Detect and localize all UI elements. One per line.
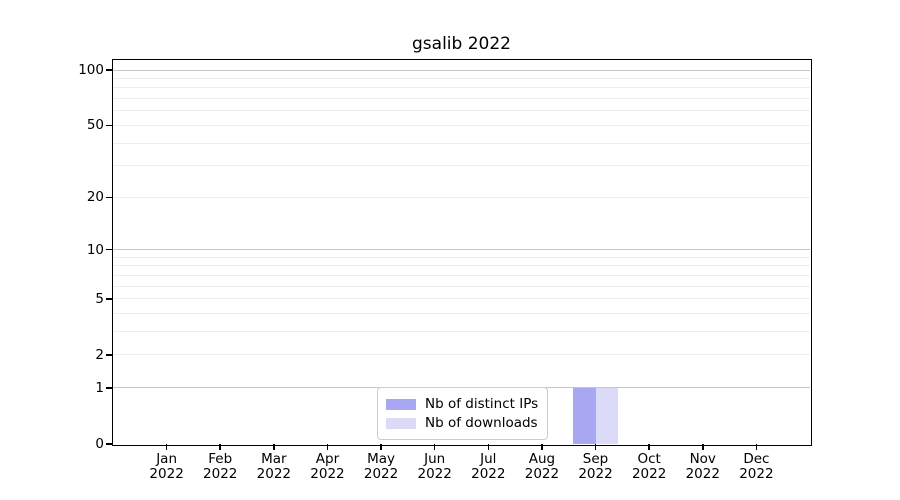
x-tick-label: Mar 2022 [256,451,292,482]
x-tick-label: Oct 2022 [631,451,667,482]
gridline-minor [113,354,810,356]
y-tick [106,387,112,389]
x-tick [487,444,490,450]
x-tick [433,444,436,450]
x-tick-label: Aug 2022 [524,451,560,482]
x-tick [165,444,168,450]
x-tick [326,444,329,450]
legend-label-downloads: Nb of downloads [425,415,538,431]
x-tick [702,444,704,450]
gridline-minor [113,313,810,315]
x-tick-label: Jul 2022 [471,451,506,482]
x-tick [273,444,275,450]
gridline-minor [113,265,810,267]
y-tick-label: 10 [86,241,104,258]
y-tick [106,124,112,127]
y-tick [106,443,112,445]
gridline-minor [113,77,810,79]
gridline-minor [113,331,810,333]
gridline-minor [113,87,810,89]
legend-row-downloads: Nb of downloads [386,415,538,431]
y-tick-label: 5 [95,290,104,307]
gridline-minor [113,98,810,100]
y-tick [106,298,112,300]
gridline-minor [113,110,810,112]
y-tick-label: 0 [95,436,104,452]
y-tick-label: 100 [78,62,104,78]
y-tick-label: 50 [86,117,104,134]
x-tick-label: Dec 2022 [739,451,774,482]
bar-distinct-ips [573,387,596,444]
y-tick-label: 20 [86,189,104,206]
x-tick-label: Jan 2022 [149,451,184,482]
x-tick-label: Feb 2022 [203,451,238,482]
x-tick [541,444,543,450]
gridline-minor [113,165,810,167]
gridline-major [113,69,810,71]
y-tick [106,248,112,251]
gridline-minor [113,285,810,287]
x-tick [594,444,597,450]
x-tick-label: Apr 2022 [310,451,345,482]
y-tick-label: 2 [95,346,104,363]
legend-row-distinct-ips: Nb of distinct IPs [386,396,538,412]
gridline-minor [113,142,810,144]
gridline-minor [113,124,810,126]
gridline-major [113,249,810,251]
legend-label-distinct-ips: Nb of distinct IPs [425,396,539,412]
bar-downloads [595,387,619,444]
y-tick [106,354,112,356]
legend-swatch-downloads-icon [386,417,416,429]
bar-layer [113,60,810,444]
legend-swatch-distinct-ips-icon [386,398,416,410]
x-tick-label: May 2022 [363,451,399,482]
gridline-minor [113,256,810,258]
legend: Nb of distinct IPs Nb of downloads [377,387,549,440]
x-tick-label: Jun 2022 [417,451,452,482]
x-tick [755,444,758,450]
gridline-minor [113,274,810,276]
chart-title: gsalib 2022 [412,34,511,54]
x-tick [219,444,221,450]
gridline-minor [113,298,810,300]
x-tick [380,444,382,450]
x-tick-label: Sep 2022 [578,451,613,482]
y-tick [106,69,112,71]
x-tick [648,444,650,450]
y-tick [106,196,112,199]
y-tick-label: 1 [95,379,104,396]
gridline-minor [113,196,810,198]
x-tick-label: Nov 2022 [685,451,720,482]
plot-area [113,60,810,444]
